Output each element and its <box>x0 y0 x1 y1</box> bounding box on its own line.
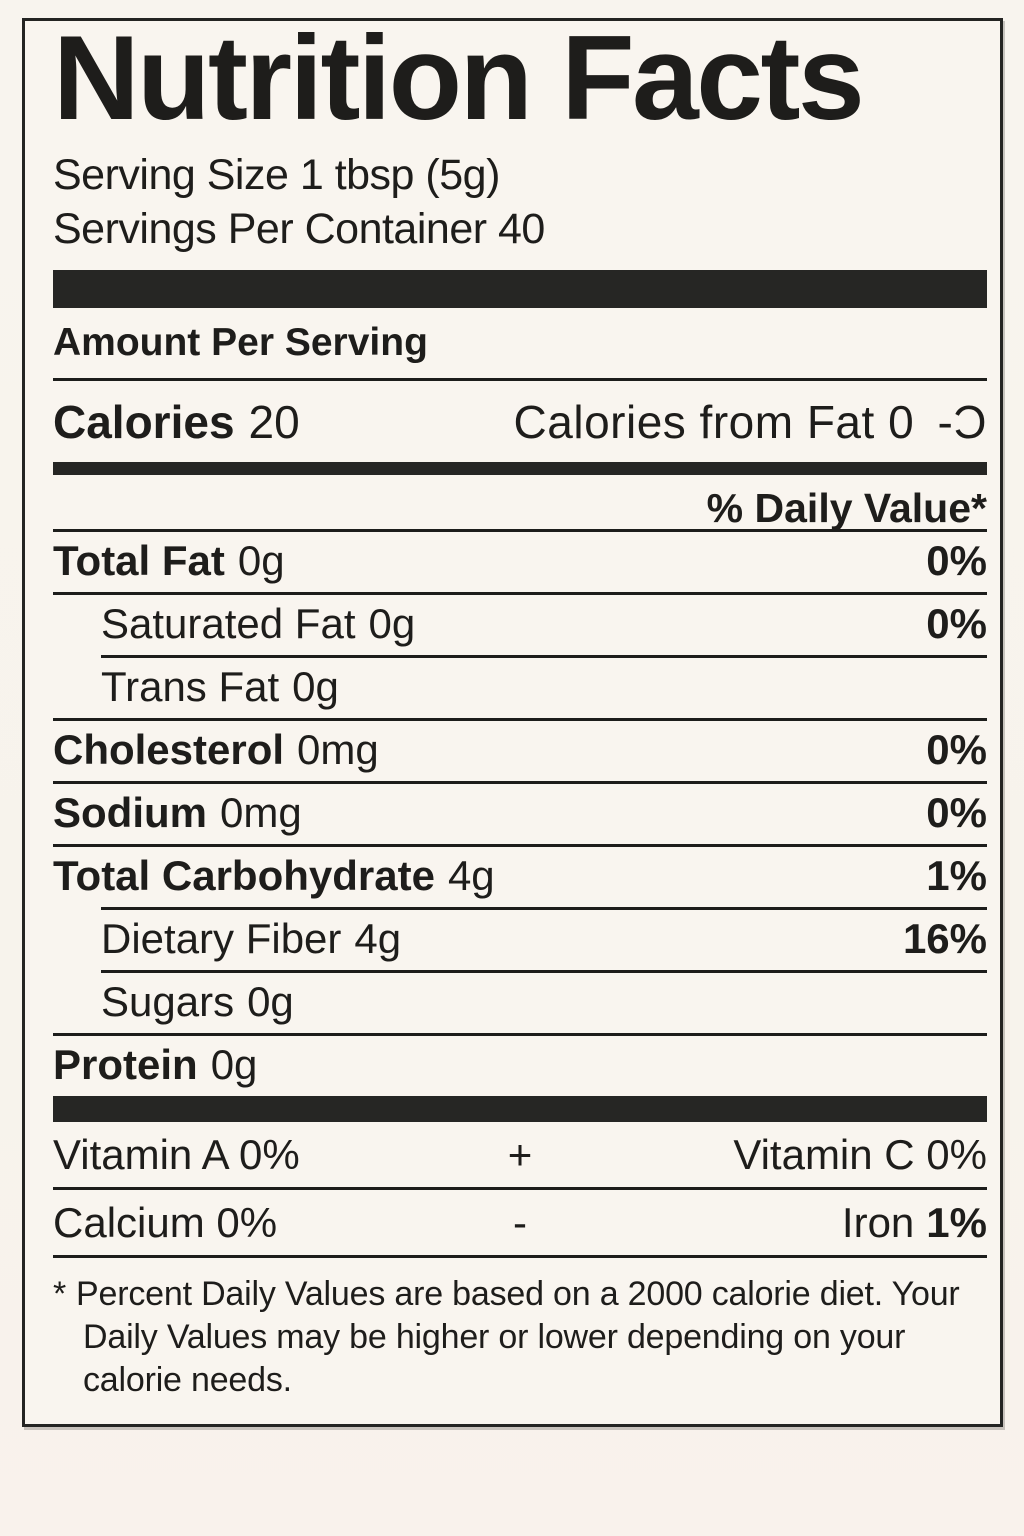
label-title: Nutrition Facts <box>53 11 865 145</box>
nutrient-amount: 0g <box>237 536 285 584</box>
divider-bar-top <box>53 270 987 308</box>
footnote-text: Percent Daily Values are based on a 2000… <box>76 1275 960 1399</box>
nutrient-row-cholesterol: Cholesterol 0mg 0% <box>53 718 987 781</box>
nutrient-row-sodium: Sodium 0mg 0% <box>53 781 987 844</box>
calories-from-fat-label: Calories from Fat <box>513 395 875 448</box>
divider-bar-calories <box>53 462 987 475</box>
label-content: Nutrition Facts Serving Size 1 tbsp (5g)… <box>53 11 987 1424</box>
nutrient-amount: 0mg <box>297 725 379 773</box>
calories-label: Calories <box>53 395 235 448</box>
separator-minus: - <box>513 1198 527 1246</box>
vitamin-a: Vitamin A 0% <box>53 1130 300 1178</box>
nutrient-name: Cholesterol <box>53 725 285 773</box>
nutrient-daily-value: 0% <box>926 536 987 584</box>
iron-value: 1% <box>926 1198 987 1246</box>
nutrient-row-total-carbohydrate: Total Carbohydrate 4g 1% <box>53 844 987 907</box>
calories-value: 20 <box>248 395 300 448</box>
serving-info: Serving Size 1 tbsp (5g) Servings Per Co… <box>53 148 987 256</box>
nutrient-name: Dietary Fiber <box>101 914 342 962</box>
nutrient-daily-value: 0% <box>926 788 987 836</box>
nutrient-amount: 0g <box>292 662 339 710</box>
nutrient-row-total-fat: Total Fat 0g 0% <box>53 529 987 592</box>
calories-row: Calories 20 Calories from Fat 0 -Ɔ <box>53 381 987 462</box>
nutrient-row-trans-fat: Trans Fat 0g <box>53 655 987 718</box>
nutrient-name: Protein <box>53 1040 198 1088</box>
vitamin-c: Vitamin C 0% <box>733 1130 987 1178</box>
nutrient-name: Total Carbohydrate <box>53 851 435 899</box>
micronutrient-row-minerals: Calcium 0% - Iron 1% <box>53 1190 987 1258</box>
nutrient-amount: 0g <box>247 977 294 1025</box>
daily-value-header: % Daily Value* <box>706 485 987 531</box>
iron: Iron 1% <box>842 1199 987 1247</box>
footnote-marker: * <box>53 1275 67 1313</box>
nutrient-row-sugars: Sugars 0g <box>53 970 987 1033</box>
nutrient-amount: 0mg <box>220 788 302 836</box>
nutrient-amount: 4g <box>354 914 402 962</box>
nutrient-daily-value: 1% <box>926 851 987 899</box>
nutrient-amount: 4g <box>447 851 495 899</box>
nutrient-amount: 0g <box>368 599 416 647</box>
nutrient-name: Saturated Fat <box>101 599 356 647</box>
nutrient-daily-value: 0% <box>926 599 987 647</box>
micronutrient-row-vitamins: Vitamin A 0% + Vitamin C 0% <box>53 1122 987 1190</box>
nutrient-name: Trans Fat <box>101 662 280 710</box>
nutrient-row-protein: Protein 0g <box>53 1033 987 1096</box>
iron-label: Iron <box>841 1198 915 1246</box>
nutrient-row-dietary-fiber: Dietary Fiber 4g 16% <box>53 907 987 970</box>
divider-bar-bottom <box>53 1096 987 1122</box>
nutrient-daily-value: 0% <box>926 725 987 773</box>
calories-from-fat-value: 0 <box>888 395 915 448</box>
nutrient-row-saturated-fat: Saturated Fat 0g 0% <box>53 592 987 655</box>
nutrition-facts-label: Nutrition Facts Serving Size 1 tbsp (5g)… <box>22 18 1003 1427</box>
artifact-glyph: -Ɔ <box>937 395 987 448</box>
footnote: * Percent Daily Values are based on a 200… <box>53 1258 987 1402</box>
calories-from-fat: Calories from Fat 0 -Ɔ <box>514 395 987 449</box>
separator-plus: + <box>507 1130 533 1178</box>
servings-per-container: Servings Per Container 40 <box>53 205 545 253</box>
serving-size: Serving Size 1 tbsp (5g) <box>53 151 500 199</box>
calcium: Calcium 0% <box>53 1198 278 1246</box>
nutrient-name: Sugars <box>101 977 235 1025</box>
amount-per-serving-header: Amount Per Serving <box>53 308 987 381</box>
calories: Calories 20 <box>53 395 300 449</box>
nutrient-name: Total Fat <box>53 536 225 584</box>
nutrient-daily-value: 16% <box>902 914 987 962</box>
nutrient-name: Sodium <box>53 788 207 836</box>
nutrient-amount: 0g <box>210 1040 258 1088</box>
